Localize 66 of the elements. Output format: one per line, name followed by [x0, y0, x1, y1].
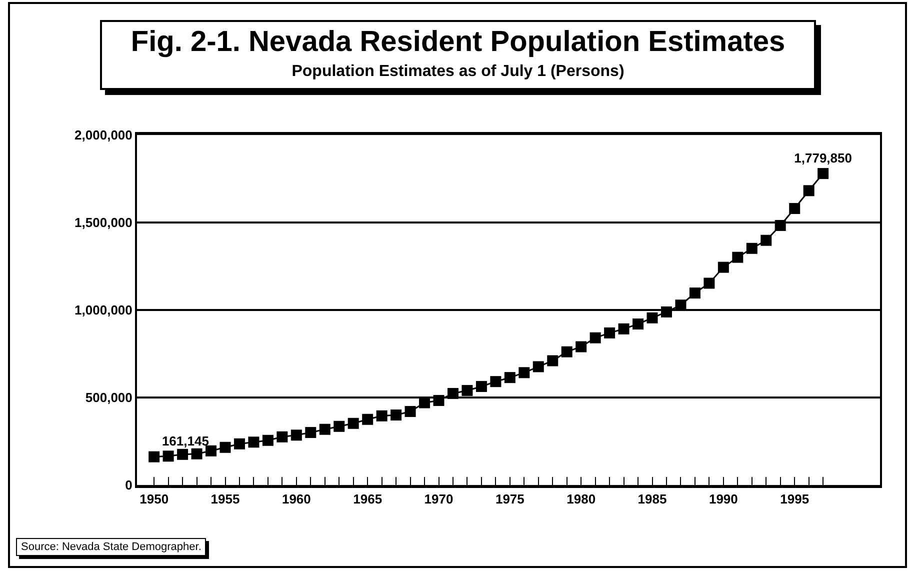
x-tick-label: 1990 [708, 492, 738, 507]
point [818, 168, 829, 180]
chart-subtitle: Population Estimates as of July 1 (Persons) [290, 63, 626, 81]
x-tick-label: 1970 [424, 492, 454, 507]
x-tick-label: 1980 [566, 492, 596, 507]
point [220, 442, 231, 453]
data-label: 1,779,850 [794, 150, 852, 166]
point [774, 220, 786, 231]
point [177, 448, 188, 460]
point [504, 372, 516, 384]
point [191, 448, 202, 460]
point [319, 424, 330, 435]
point [334, 420, 345, 432]
point [518, 367, 530, 378]
x-tick-label: 1950 [140, 492, 169, 507]
point [618, 323, 630, 334]
chart-title: Fig. 2-1. Nevada Resident Population Estimates [130, 26, 786, 59]
point [476, 380, 487, 392]
point [760, 234, 772, 246]
point [660, 306, 672, 318]
x-tick-label: 1965 [353, 492, 382, 507]
x-tick-label: 1975 [495, 492, 524, 507]
y-tick-label: 1,500,000 [74, 215, 132, 230]
point [162, 450, 174, 462]
point [590, 332, 601, 344]
point [732, 252, 744, 263]
point [305, 427, 316, 438]
point [789, 203, 800, 214]
point [604, 327, 616, 338]
data-label: 161,145 [162, 434, 209, 449]
point [746, 242, 758, 254]
point [390, 410, 402, 420]
y-tick-label: 500,000 [85, 390, 132, 406]
point [433, 394, 444, 406]
point [718, 262, 729, 273]
x-tick-label: 1960 [282, 492, 311, 507]
point [290, 430, 302, 441]
point [576, 341, 587, 352]
point [632, 318, 644, 330]
point [462, 385, 473, 396]
point [689, 288, 700, 299]
point [148, 451, 160, 462]
point [803, 185, 814, 196]
x-tick-label: 1985 [638, 492, 667, 507]
point [404, 406, 416, 417]
point [561, 346, 572, 358]
y-tick-label: 1,000,000 [74, 302, 132, 318]
x-tick-label: 1995 [780, 492, 810, 507]
point [490, 376, 502, 388]
x-tick-label: 1955 [210, 492, 240, 507]
point [348, 418, 359, 429]
point [248, 436, 260, 448]
point [234, 438, 245, 450]
point [646, 312, 658, 324]
point [419, 397, 430, 408]
point [276, 431, 288, 442]
point [262, 434, 274, 446]
point [362, 414, 374, 425]
point [376, 410, 388, 422]
y-tick-label: 0 [125, 478, 132, 493]
y-tick-label: 2,000,000 [74, 128, 132, 143]
source-frame: Source: Nevada State Demographer. [16, 538, 206, 556]
point [704, 278, 715, 289]
point [532, 361, 544, 372]
point [447, 388, 458, 399]
point [547, 355, 558, 366]
